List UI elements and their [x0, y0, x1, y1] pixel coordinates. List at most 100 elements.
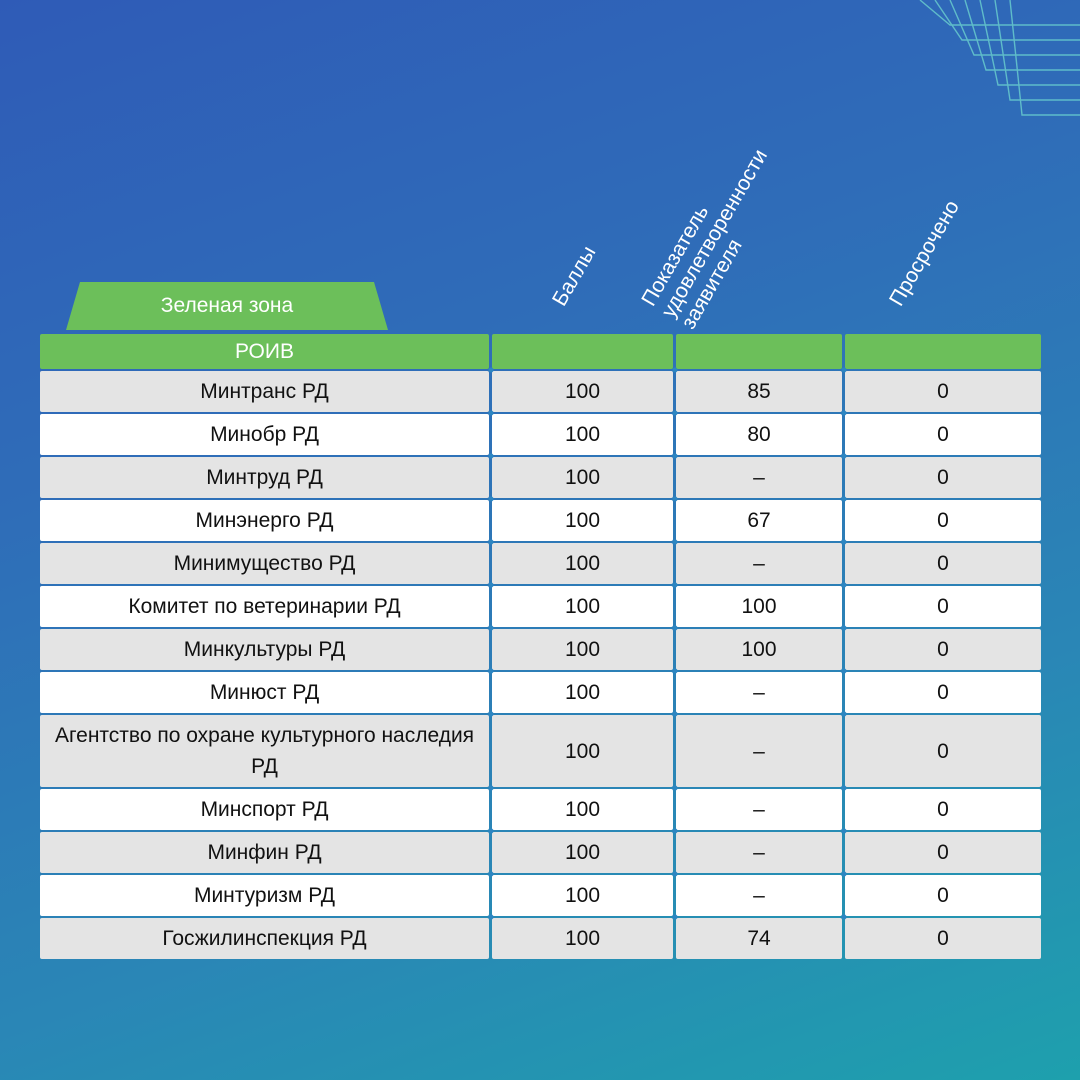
table-row: Минюст РД 100–0	[40, 672, 1041, 713]
org-name-cell: Минэнерго РД	[40, 500, 489, 541]
satisfaction-cell: –	[676, 543, 842, 584]
grid-dot	[841, 367, 846, 373]
grid-dot	[841, 914, 846, 920]
table-row: Минспорт РД 100–0	[40, 789, 1041, 830]
grid-dot	[488, 871, 493, 877]
satisfaction-cell: 74	[676, 918, 842, 959]
satisfaction-cell: –	[676, 457, 842, 498]
org-name-cell: Минюст РД	[40, 672, 489, 713]
score-cell: 100	[492, 789, 673, 830]
table-row: Госжилинспекция РД 100 74 0	[40, 918, 1041, 959]
overdue-cell: 0	[845, 543, 1041, 584]
grid-dot	[672, 410, 677, 416]
grid-dot	[841, 785, 846, 791]
grid-dot	[488, 539, 493, 545]
overdue-cell: 0	[845, 371, 1041, 412]
grid-dot	[488, 914, 493, 920]
overdue-cell: 0	[845, 586, 1041, 627]
score-cell: 100	[492, 918, 673, 959]
grid-dot	[841, 453, 846, 459]
overdue-cell: 0	[845, 672, 1041, 713]
grid-dot	[488, 410, 493, 416]
satisfaction-cell: 67	[676, 500, 842, 541]
score-cell: 100	[492, 414, 673, 455]
column-header-satisfaction: Показатель удовлетворенности заявителя	[637, 145, 773, 333]
grid-dot	[672, 668, 677, 674]
score-cell: 100	[492, 543, 673, 584]
org-name-cell: Минтуризм РД	[40, 875, 489, 916]
satisfaction-cell: 100	[676, 629, 842, 670]
grid-dot	[841, 582, 846, 588]
score-cell: 100	[492, 832, 673, 873]
header-cell-satisfaction	[676, 334, 842, 369]
grid-dot	[841, 410, 846, 416]
grid-dot	[672, 367, 677, 373]
grid-dot	[488, 668, 493, 674]
org-name-cell: Минспорт РД	[40, 789, 489, 830]
green-zone-tab: Зеленая зона	[66, 282, 388, 330]
header-cell-overdue	[845, 334, 1041, 369]
overdue-cell: 0	[845, 715, 1041, 787]
grid-dot	[488, 828, 493, 834]
grid-dot	[841, 668, 846, 674]
grid-dot	[488, 625, 493, 631]
org-name-cell: Минкультуры РД	[40, 629, 489, 670]
table-row: Минтруд РД 100–0	[40, 457, 1041, 498]
table-row: Минтранс РД 100 85 0	[40, 371, 1041, 412]
grid-dot	[672, 828, 677, 834]
grid-dot	[672, 625, 677, 631]
satisfaction-cell: –	[676, 672, 842, 713]
grid-dot	[488, 453, 493, 459]
table-row: Минтуризм РД 100–0	[40, 875, 1041, 916]
overdue-cell: 0	[845, 457, 1041, 498]
overdue-cell: 0	[845, 875, 1041, 916]
table-row: Минэнерго РД 100 67 0	[40, 500, 1041, 541]
satisfaction-cell: 85	[676, 371, 842, 412]
satisfaction-cell: –	[676, 789, 842, 830]
corner-lines-decoration	[919, 0, 1080, 116]
grid-dot	[672, 539, 677, 545]
overdue-cell: 0	[845, 414, 1041, 455]
overdue-cell: 0	[845, 629, 1041, 670]
grid-dot	[488, 496, 493, 502]
overdue-cell: 0	[845, 789, 1041, 830]
table-row: Комитет по ветеринарии РД 100 100 0	[40, 586, 1041, 627]
org-name-cell: Агентство по охране культурного наследия…	[40, 715, 489, 787]
header-cell-org: РОИВ	[40, 334, 489, 369]
table-row: Минобр РД 100 80 0	[40, 414, 1041, 455]
grid-dot	[672, 582, 677, 588]
grid-dot	[841, 539, 846, 545]
column-header-overdue: Просрочено	[885, 196, 964, 310]
org-name-cell: Минтранс РД	[40, 371, 489, 412]
table-row: Минимущество РД 100–0	[40, 543, 1041, 584]
score-cell: 100	[492, 586, 673, 627]
org-name-cell: Минтруд РД	[40, 457, 489, 498]
table-row: Агентство по охране культурного наследия…	[40, 715, 1041, 787]
grid-dot	[488, 367, 493, 373]
header-cell-score	[492, 334, 673, 369]
overdue-cell: 0	[845, 832, 1041, 873]
grid-dot	[672, 914, 677, 920]
org-name-cell: Минимущество РД	[40, 543, 489, 584]
overdue-cell: 0	[845, 500, 1041, 541]
grid-dot	[672, 496, 677, 502]
score-cell: 100	[492, 371, 673, 412]
score-cell: 100	[492, 457, 673, 498]
satisfaction-cell: –	[676, 875, 842, 916]
grid-dot	[488, 785, 493, 791]
satisfaction-cell: –	[676, 832, 842, 873]
score-cell: 100	[492, 875, 673, 916]
score-cell: 100	[492, 715, 673, 787]
satisfaction-cell: 80	[676, 414, 842, 455]
grid-dot	[841, 828, 846, 834]
ratings-table: РОИВ Минтранс РД 100 85 0 Минобр РД 100 80 0 Мин…	[40, 334, 1041, 961]
overdue-cell: 0	[845, 918, 1041, 959]
grid-dot	[672, 453, 677, 459]
score-cell: 100	[492, 629, 673, 670]
org-name-cell: Минобр РД	[40, 414, 489, 455]
satisfaction-cell: –	[676, 715, 842, 787]
table-row: Минфин РД 100–0	[40, 832, 1041, 873]
grid-dot	[841, 496, 846, 502]
column-header-score: Баллы	[548, 242, 601, 310]
grid-dot	[488, 582, 493, 588]
